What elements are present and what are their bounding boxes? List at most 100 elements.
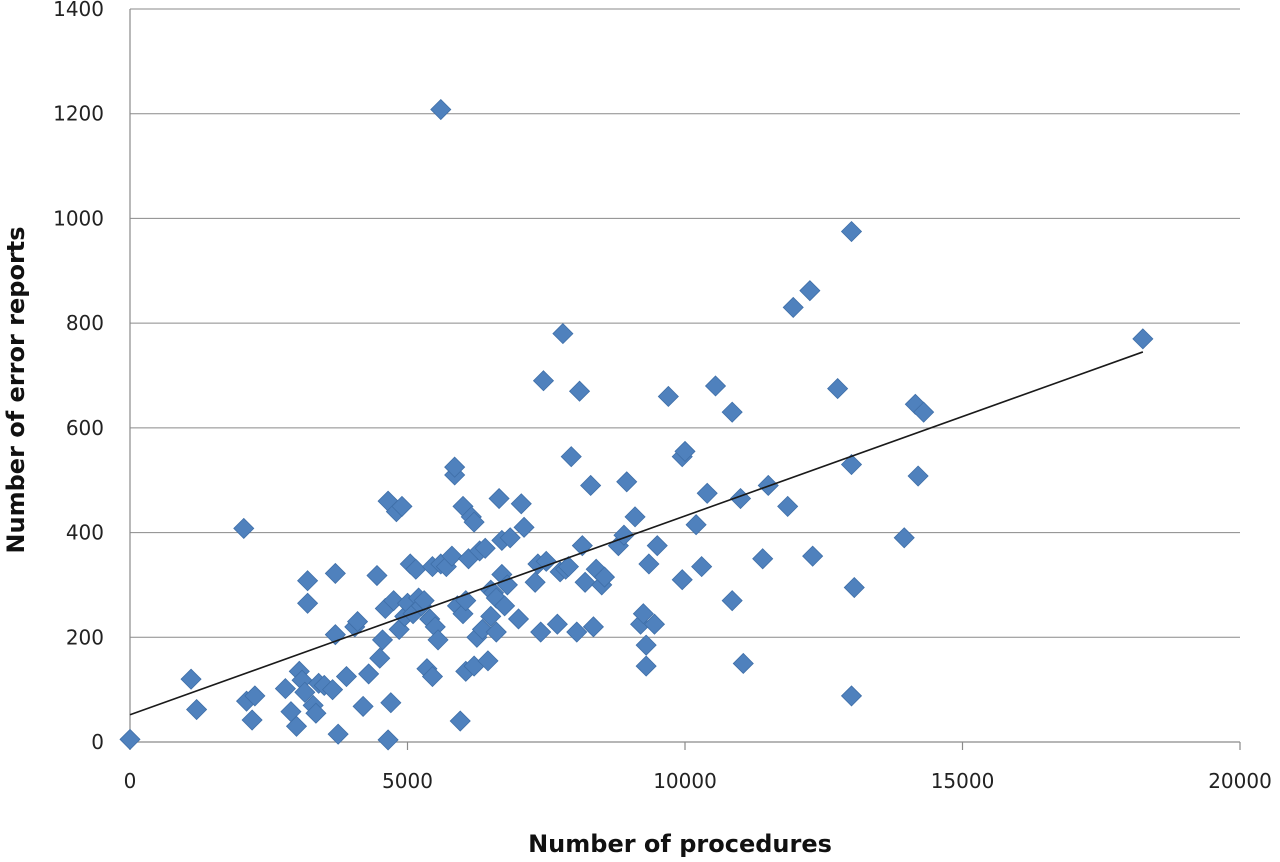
data-point (477, 650, 499, 672)
data-point (474, 537, 496, 559)
data-point (840, 685, 863, 707)
y-tick-label: 1400 (53, 0, 104, 21)
gridlines (130, 8, 1240, 638)
x-tick-label: 10000 (653, 769, 717, 793)
data-point (843, 576, 865, 599)
data-point (369, 647, 391, 669)
data-point (427, 629, 449, 651)
data-point (532, 370, 555, 392)
data-point (616, 471, 638, 493)
data-point (494, 595, 516, 617)
data-point (691, 556, 713, 578)
data-point (635, 634, 657, 656)
data-point (380, 692, 402, 714)
data-point (510, 493, 532, 515)
data-point (840, 453, 863, 476)
data-point (913, 401, 935, 423)
trendline-line (129, 351, 1144, 716)
data-point (643, 613, 666, 635)
data-point (674, 440, 696, 462)
data-point (233, 517, 255, 539)
data-point (305, 702, 327, 724)
axes (129, 9, 1241, 750)
data-point (244, 685, 266, 707)
x-tick-label: 0 (124, 769, 137, 793)
data-point (535, 550, 557, 572)
x-axis-title: Number of procedures (528, 830, 832, 858)
data-point (907, 465, 929, 487)
data-point (377, 729, 399, 751)
data-point (274, 678, 296, 700)
data-point (566, 621, 588, 643)
data-point (546, 613, 568, 635)
data-point (480, 605, 502, 627)
x-tick-label: 20000 (1208, 769, 1272, 793)
data-point (430, 98, 452, 121)
data-point (638, 553, 660, 575)
data-point (463, 511, 485, 533)
data-point (352, 695, 374, 717)
data-point (471, 618, 493, 640)
data-point (893, 527, 915, 549)
data-point (391, 495, 413, 517)
data-point (383, 590, 405, 612)
data-point (297, 570, 319, 592)
data-point (593, 566, 616, 588)
x-tick-labels: 0 5000 10000 15000 20000 (124, 769, 1272, 793)
data-point (752, 548, 774, 570)
trendline (129, 351, 1144, 716)
data-point (721, 590, 743, 612)
data-point (524, 571, 546, 593)
data-point (624, 506, 646, 528)
y-tick-label: 200 (66, 625, 104, 649)
data-point (488, 487, 510, 510)
data-point (346, 611, 369, 633)
data-point (371, 629, 394, 651)
y-tick-label: 1000 (53, 206, 104, 230)
data-point (802, 545, 824, 567)
data-point (441, 545, 463, 567)
data-point (405, 558, 427, 580)
data-point (580, 474, 602, 497)
data-point (513, 516, 535, 538)
y-tick-label: 1200 (53, 102, 104, 126)
data-point (485, 621, 507, 643)
data-point (685, 514, 707, 536)
data-point (335, 665, 358, 688)
x-tick-label: 15000 (931, 769, 995, 793)
data-point (582, 616, 604, 638)
data-point (530, 621, 552, 643)
data-point (560, 446, 582, 468)
data-point (671, 569, 693, 591)
data-point (782, 296, 804, 319)
data-point (827, 378, 849, 400)
data-point (297, 592, 319, 614)
data-point (285, 715, 308, 737)
data-point (358, 663, 380, 685)
data-point (186, 698, 208, 721)
data-point (1132, 328, 1154, 350)
data-point (449, 710, 471, 732)
y-tick-label: 400 (66, 521, 104, 545)
data-point (241, 709, 263, 731)
data-point (732, 652, 754, 675)
data-point (840, 220, 863, 243)
data-point (704, 375, 727, 397)
data-point (799, 280, 821, 302)
data-point (180, 668, 202, 690)
data-point (413, 590, 435, 612)
data-point (327, 723, 349, 745)
data-point (657, 385, 679, 408)
y-tick-label: 800 (66, 311, 104, 335)
y-tick-label: 0 (91, 730, 104, 754)
y-axis-title: Number of error reports (2, 226, 30, 553)
y-tick-label: 600 (66, 416, 104, 440)
data-point (322, 679, 344, 701)
data-point (421, 665, 444, 688)
data-point (557, 556, 580, 578)
data-point (294, 681, 316, 703)
data-point (632, 603, 654, 625)
x-tick-label: 5000 (382, 769, 433, 793)
data-point (635, 655, 657, 677)
